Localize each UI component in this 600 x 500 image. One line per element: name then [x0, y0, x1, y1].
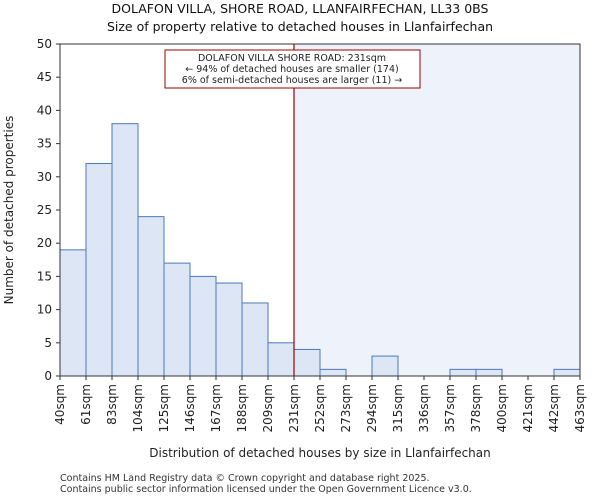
y-tick-label: 20 — [37, 236, 52, 250]
x-tick-label: 61sqm — [79, 384, 93, 425]
annotation-line-1: DOLAFON VILLA SHORE ROAD: 231sqm — [198, 53, 386, 64]
x-tick-label: 83sqm — [105, 384, 119, 425]
x-tick-label: 463sqm — [573, 384, 587, 432]
x-tick-label: 209sqm — [261, 384, 275, 432]
y-tick-label: 0 — [44, 369, 52, 383]
annotation-line-2: ← 94% of detached houses are smaller (17… — [185, 64, 398, 75]
bar-125sqm — [163, 262, 191, 377]
chart-title: DOLAFON VILLA, SHORE ROAD, LLANFAIRFECHA… — [111, 1, 489, 16]
bar-61sqm — [85, 163, 113, 377]
x-tick-label: 400sqm — [495, 384, 509, 432]
bar-231sqm — [293, 348, 321, 377]
x-tick-label: 125sqm — [157, 384, 171, 432]
bar-252sqm — [319, 368, 347, 377]
bar-104sqm — [137, 216, 165, 377]
x-tick-label: 357sqm — [443, 384, 457, 432]
bar-40sqm — [59, 249, 87, 377]
subject-annotation: DOLAFON VILLA SHORE ROAD: 231sqm ← 94% o… — [164, 49, 421, 89]
y-tick-label: 25 — [37, 203, 52, 217]
x-tick-label: 40sqm — [53, 384, 67, 425]
y-tick-label: 40 — [37, 103, 52, 117]
y-tick-label: 35 — [37, 137, 52, 151]
x-axis-label: Distribution of detached houses by size … — [149, 446, 491, 460]
x-tick-label: 294sqm — [365, 384, 379, 432]
y-tick-label: 30 — [37, 170, 52, 184]
x-tick-label: 442sqm — [547, 384, 561, 432]
bar-188sqm — [241, 302, 269, 377]
y-axis-label: Number of detached properties — [2, 116, 16, 305]
x-tick-label: 315sqm — [391, 384, 405, 432]
y-tick-label: 10 — [37, 303, 52, 317]
x-tick-label: 231sqm — [287, 384, 301, 432]
bar-442sqm — [553, 368, 581, 377]
bar-167sqm — [215, 282, 243, 377]
bar-209sqm — [267, 342, 295, 377]
y-tick-label: 15 — [37, 269, 52, 283]
x-tick-label: 421sqm — [521, 384, 535, 432]
x-tick-label: 104sqm — [131, 384, 145, 432]
annotation-box — [164, 49, 421, 89]
x-tick-label: 188sqm — [235, 384, 249, 432]
annotation-line-3: 6% of semi-detached houses are larger (1… — [182, 75, 402, 86]
above-subject-region — [294, 44, 580, 376]
y-tick-label: 45 — [37, 70, 52, 84]
footer-licence: Contains public sector information licen… — [60, 484, 472, 495]
y-tick-label: 50 — [37, 37, 52, 51]
bar-146sqm — [189, 275, 217, 377]
bar-294sqm — [371, 355, 399, 377]
y-tick-label: 5 — [44, 336, 52, 350]
chart-subtitle: Size of property relative to detached ho… — [106, 19, 494, 34]
bar-378sqm — [475, 368, 503, 377]
x-tick-label: 252sqm — [313, 384, 327, 432]
bar-357sqm — [449, 368, 477, 377]
x-tick-label: 167sqm — [209, 384, 223, 432]
x-tick-label: 273sqm — [339, 384, 353, 432]
bar-83sqm — [111, 123, 139, 377]
x-tick-label: 378sqm — [469, 384, 483, 432]
footer-copyright: Contains HM Land Registry data © Crown c… — [60, 473, 430, 484]
x-tick-label: 146sqm — [183, 384, 197, 432]
x-tick-label: 336sqm — [417, 384, 431, 432]
